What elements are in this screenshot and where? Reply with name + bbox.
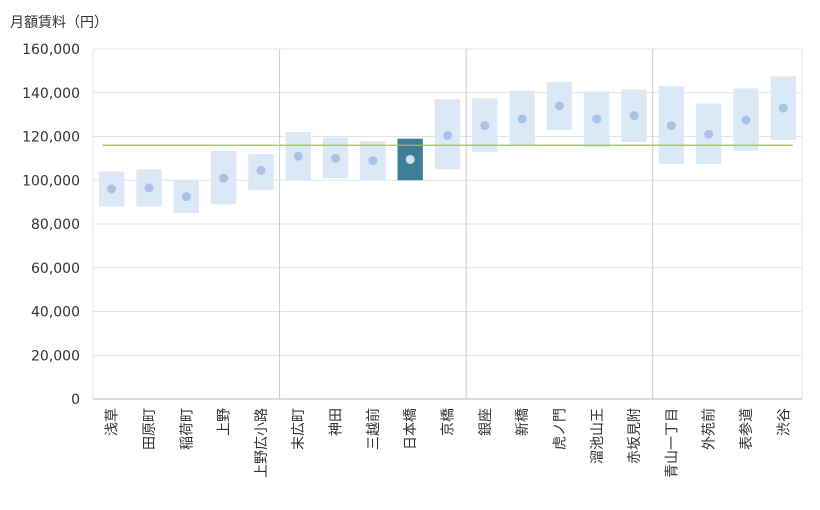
average-dot [592,114,602,124]
average-dot [517,114,527,124]
average-dot [293,151,303,161]
x-tick-label: 上野広小路 [254,408,270,478]
x-tick-label: 田原町 [142,408,158,450]
average-dot-highlighted [405,154,415,164]
x-tick-label: 京橋 [441,408,457,436]
y-tick-label: 160,000 [22,42,80,58]
x-tick-label: 新橋 [515,408,531,436]
x-tick-label: 溜池山王 [590,408,606,464]
average-dot [107,184,117,194]
average-dot [219,173,229,183]
y-tick-label: 100,000 [22,173,80,189]
average-dot [443,130,452,140]
average-dot [480,121,490,131]
average-dot [368,156,378,166]
x-tick-label: 表参道 [738,408,755,450]
average-dot [181,192,191,202]
y-tick-label: 120,000 [22,130,80,146]
average-dot [704,129,714,139]
x-tick-label: 渋谷 [776,408,792,436]
y-tick-label: 40,000 [31,305,80,321]
average-dot [778,103,788,113]
y-tick-label: 20,000 [31,348,80,364]
x-tick-label: 稲荷町 [179,408,195,450]
x-tick-label: 上野 [217,408,233,436]
y-axis-unit-label: 月額賃料（円） [10,15,108,31]
x-tick-label: 浅草 [105,408,121,436]
average-dot [554,101,564,111]
x-tick-label: 虎ノ門 [552,408,568,450]
x-tick-label: 神田 [329,408,345,436]
x-tick-label: 三越前 [365,408,382,450]
x-tick-label: 日本橋 [403,408,419,450]
y-tick-label: 140,000 [22,86,80,102]
x-tick-label: 銀座 [478,408,494,436]
y-tick-label: 80,000 [31,217,80,233]
x-tick-label: 青山一丁目 [664,408,680,478]
x-tick-label: 外苑前 [701,408,718,450]
average-dot [331,153,341,163]
average-dot [666,121,676,131]
x-tick-label: 赤坂見附 [627,408,643,464]
average-dot [741,115,751,125]
x-tick-label: 末広町 [291,408,307,450]
y-tick-label: 0 [71,392,80,408]
average-dot [256,165,266,175]
average-dot [144,183,154,193]
y-tick-label: 60,000 [31,261,80,277]
average-dot [629,111,639,121]
